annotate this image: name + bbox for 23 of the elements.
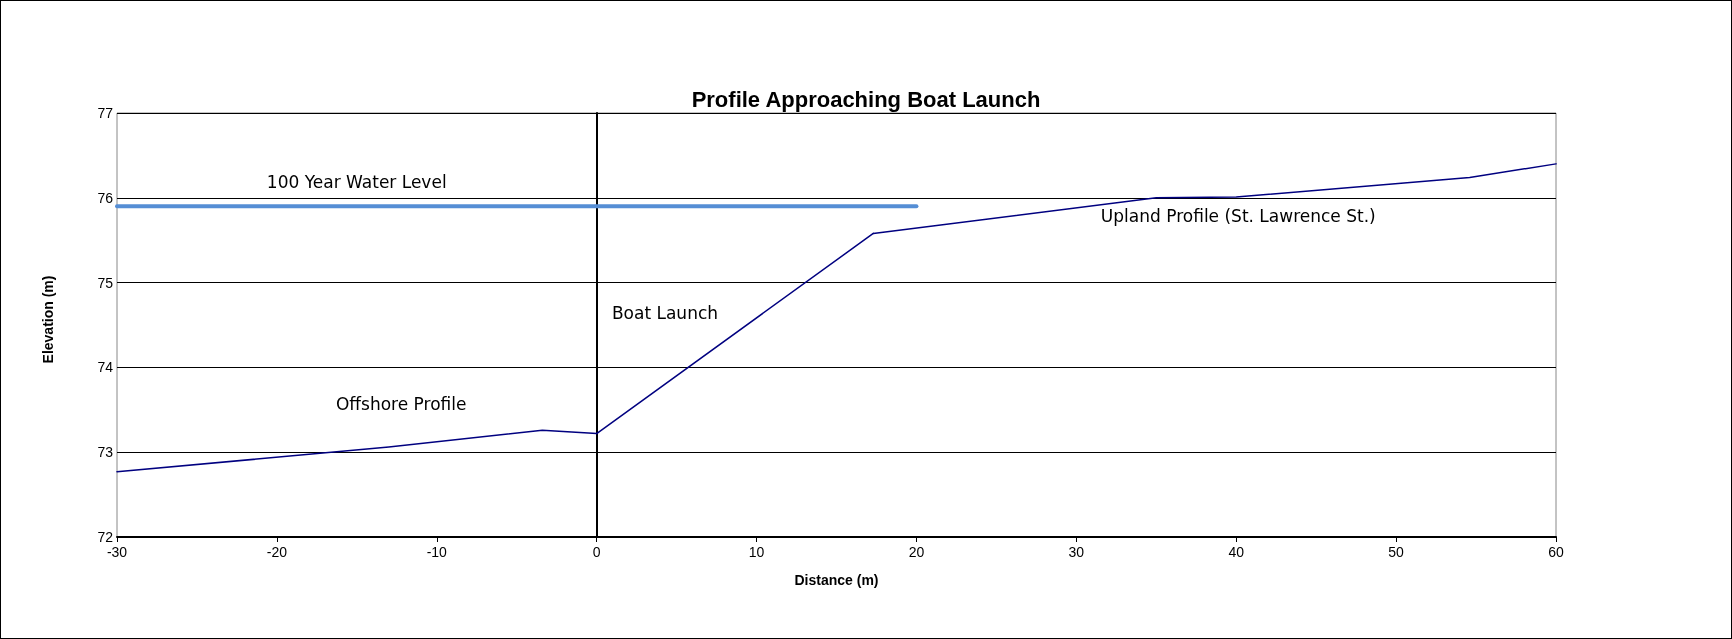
x-tick-label: 60: [1548, 544, 1564, 560]
x-tick-label: -30: [106, 544, 128, 560]
y-tick-label: 72: [97, 529, 114, 545]
chart-title: Profile Approaching Boat Launch: [691, 86, 1041, 112]
y-tick-label: 77: [97, 105, 114, 121]
x-tick-label: -10: [426, 544, 448, 560]
y-tick-label: 75: [97, 274, 114, 291]
series-label: Upland Profile (St. Lawrence St.): [1100, 205, 1376, 226]
y-axis-title: Elevation (m): [40, 275, 56, 364]
series-label: 100 Year Water Level: [266, 172, 447, 193]
y-tick-label: 76: [97, 189, 114, 206]
x-tick-label: 0: [592, 544, 601, 560]
x-tick-label: 10: [748, 544, 765, 560]
y-tick-label: 73: [97, 444, 114, 461]
x-axis-title: Distance (m): [794, 572, 879, 588]
x-tick-label: 20: [908, 544, 925, 560]
x-tick-label: 50: [1388, 544, 1405, 560]
y-tick-label: 74: [97, 359, 114, 376]
series-label: Offshore Profile: [335, 393, 467, 414]
x-tick-label: 40: [1228, 544, 1245, 560]
x-tick-label: -20: [266, 544, 288, 560]
series-label: Boat Launch: [611, 303, 719, 324]
x-tick-label: 30: [1068, 544, 1085, 560]
